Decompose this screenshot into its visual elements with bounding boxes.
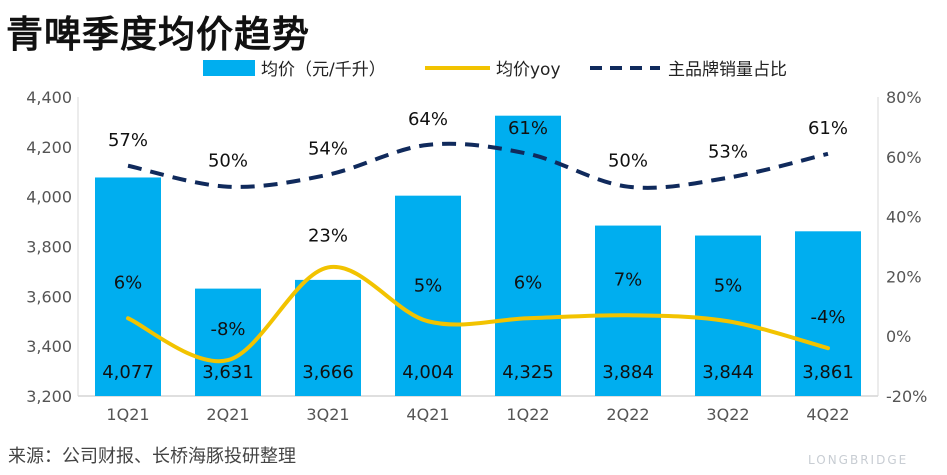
y-right-tick-label: -20% — [886, 387, 927, 406]
bar-value-label: 4,004 — [402, 362, 454, 383]
x-tick-label: 2Q21 — [206, 405, 249, 424]
data-labels: 4,077 3,631 3,666 4,004 4,325 3,884 3,844 3,861… — [102, 109, 854, 383]
share-value-label: 64% — [408, 109, 448, 130]
share-value-label: 57% — [108, 130, 148, 151]
legend-swatch-price — [203, 60, 255, 76]
axes: 3,200 3,400 3,600 3,800 4,000 4,200 4,400 -20% 0… — [26, 88, 927, 424]
lines — [126, 141, 830, 364]
share-value-label: 54% — [308, 139, 348, 160]
y-left-tick-label: 3,600 — [26, 287, 72, 306]
x-tick-label: 4Q22 — [806, 405, 849, 424]
x-tick-label: 1Q22 — [506, 405, 549, 424]
bar-value-label: 4,325 — [502, 362, 554, 383]
x-tick-label: 4Q21 — [406, 405, 449, 424]
bar — [95, 177, 161, 396]
bar-value-label: 3,666 — [302, 362, 354, 383]
bar — [395, 195, 461, 396]
x-tick-label: 3Q22 — [706, 405, 749, 424]
y-left-tick-label: 3,800 — [26, 238, 72, 257]
x-tick-label: 2Q22 — [606, 405, 649, 424]
bar — [295, 279, 361, 396]
y-left-tick-label: 4,000 — [26, 188, 72, 207]
yoy-value-label: 6% — [114, 272, 143, 293]
legend: 均价（元/千升） 均价yoy 主品牌销量占比 — [203, 60, 787, 80]
bars — [95, 115, 861, 396]
bar-value-label: 3,844 — [702, 362, 754, 383]
y-right-tick-label: 40% — [886, 208, 922, 227]
yoy-value-label: 5% — [414, 275, 443, 296]
yoy-value-label: 5% — [714, 275, 743, 296]
share-value-label: 61% — [508, 118, 548, 139]
bar-value-label: 4,077 — [102, 362, 154, 383]
legend-label-price: 均价（元/千升） — [261, 60, 386, 80]
y-left-tick-label: 3,200 — [26, 387, 72, 406]
y-right-tick-label: 60% — [886, 148, 922, 167]
y-left-tick-label: 4,400 — [26, 88, 72, 107]
bar-value-label: 3,861 — [802, 362, 854, 383]
bar-value-label: 3,631 — [202, 362, 254, 383]
yoy-value-label: -4% — [810, 307, 845, 328]
chart-title: 青啤季度均价趋势 — [6, 13, 310, 56]
bar — [195, 288, 261, 396]
yoy-value-label: 6% — [514, 272, 543, 293]
yoy-value-label: 7% — [614, 269, 643, 290]
share-value-label: 53% — [708, 142, 748, 163]
y-right-tick-label: 20% — [886, 267, 922, 286]
share-value-label: 61% — [808, 118, 848, 139]
yoy-value-label: 23% — [308, 225, 348, 246]
y-right-tick-label: 80% — [886, 88, 922, 107]
share-value-label: 50% — [208, 151, 248, 172]
source-note: 来源：公司财报、长桥海豚投研整理 — [8, 446, 296, 467]
share-value-label: 50% — [608, 151, 648, 172]
bar — [495, 115, 561, 396]
x-tick-label: 1Q21 — [106, 405, 149, 424]
x-tick-label: 3Q21 — [306, 405, 349, 424]
bar — [795, 231, 861, 396]
yoy-value-label: -8% — [210, 319, 245, 340]
bar — [595, 225, 661, 396]
legend-label-share: 主品牌销量占比 — [668, 60, 787, 80]
y-left-tick-label: 4,200 — [26, 138, 72, 157]
yoy-line — [126, 264, 830, 364]
bar-value-label: 3,884 — [602, 362, 654, 383]
y-right-tick-label: 0% — [886, 327, 911, 346]
legend-label-yoy: 均价yoy — [496, 60, 561, 80]
share-line — [127, 141, 829, 190]
brand-watermark: LONGBRIDGE — [808, 453, 909, 467]
y-left-tick-label: 3,400 — [26, 337, 72, 356]
bar — [695, 235, 761, 396]
